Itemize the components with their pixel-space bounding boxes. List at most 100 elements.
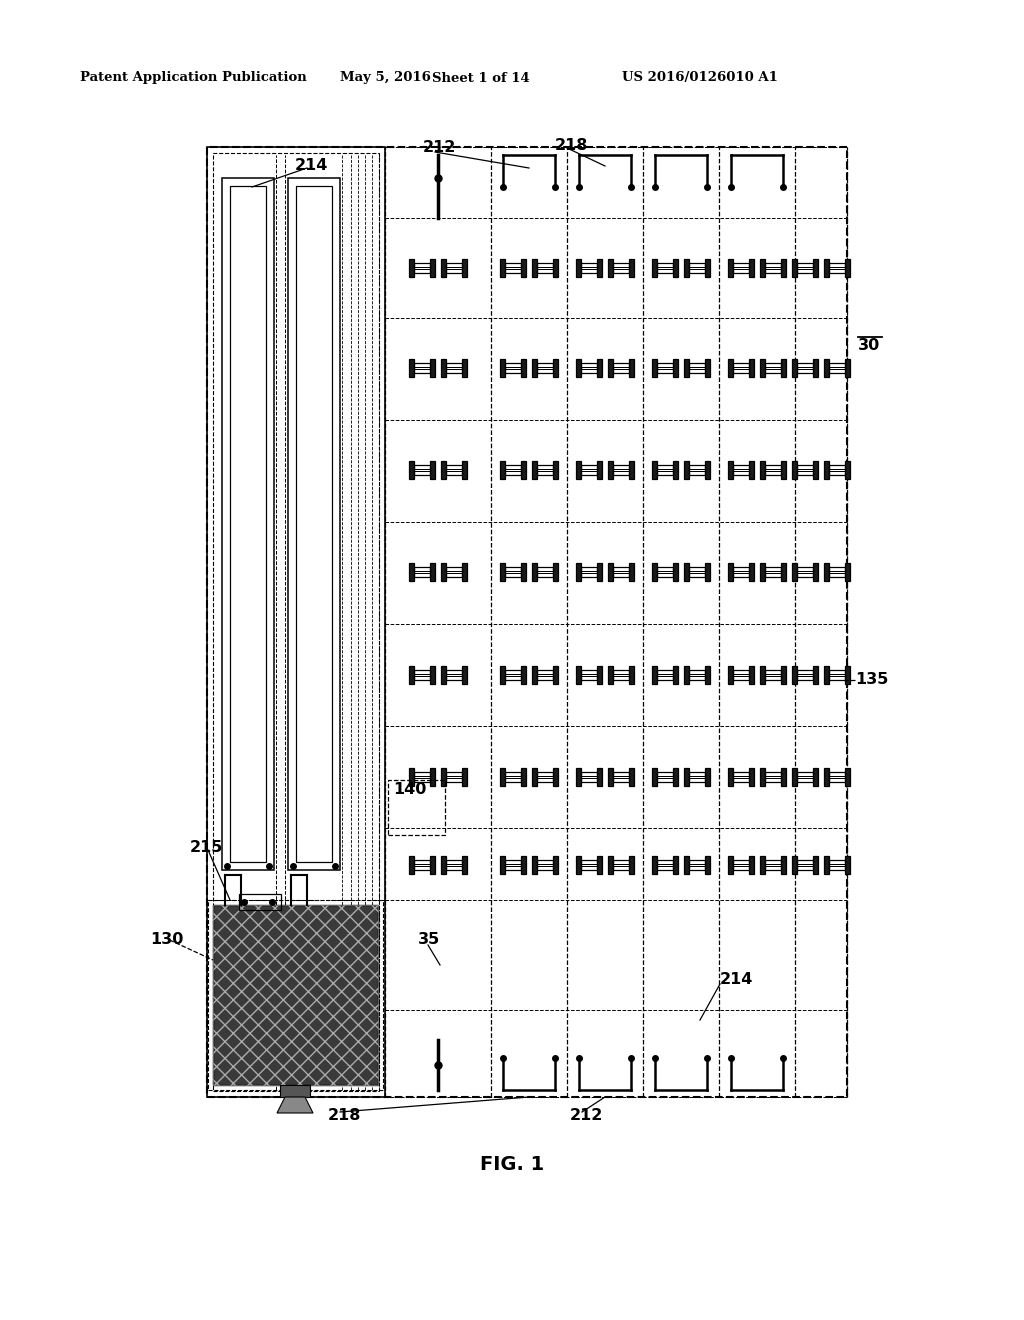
Bar (829, 568, 845, 577)
Bar (750, 564, 754, 581)
Bar (430, 667, 435, 684)
Bar (673, 564, 678, 581)
Bar (733, 465, 749, 475)
Bar (750, 461, 754, 479)
Bar (538, 363, 553, 374)
Bar (500, 461, 505, 479)
Bar (597, 855, 602, 874)
Bar (781, 564, 786, 581)
Bar (414, 568, 430, 577)
Bar (684, 259, 689, 277)
Bar (706, 259, 710, 277)
Bar (792, 461, 797, 479)
Bar (446, 465, 462, 475)
Bar (462, 359, 467, 378)
Bar (760, 461, 765, 479)
Text: 130: 130 (150, 932, 183, 948)
Bar (500, 564, 505, 581)
Bar (505, 861, 521, 870)
Bar (657, 568, 673, 577)
Bar (706, 667, 710, 684)
Bar (521, 259, 526, 277)
Text: FIG. 1: FIG. 1 (480, 1155, 544, 1175)
Bar (781, 259, 786, 277)
Bar (441, 667, 445, 684)
Polygon shape (278, 1097, 313, 1113)
Bar (673, 855, 678, 874)
Bar (597, 564, 602, 581)
Bar (575, 855, 581, 874)
Bar (414, 363, 430, 374)
Bar (733, 772, 749, 781)
Text: 30: 30 (858, 338, 881, 352)
Bar (652, 359, 657, 378)
Bar (728, 667, 733, 684)
Bar (798, 772, 813, 781)
Bar (222, 178, 274, 870)
Bar (792, 259, 797, 277)
Bar (582, 671, 597, 680)
Bar (750, 359, 754, 378)
Bar (441, 461, 445, 479)
Bar (813, 259, 818, 277)
Bar (765, 772, 781, 781)
Bar (750, 667, 754, 684)
Bar (733, 568, 749, 577)
Bar (597, 768, 602, 785)
Bar (597, 359, 602, 378)
Bar (575, 667, 581, 684)
Bar (673, 667, 678, 684)
Bar (409, 259, 414, 277)
Bar (388, 780, 445, 836)
Bar (728, 259, 733, 277)
Bar (728, 768, 733, 785)
Bar (760, 768, 765, 785)
Bar (553, 855, 558, 874)
Bar (213, 153, 379, 1092)
Bar (532, 259, 537, 277)
Bar (280, 1085, 310, 1097)
Bar (414, 861, 430, 870)
Bar (792, 768, 797, 785)
Bar (781, 855, 786, 874)
Bar (414, 465, 430, 475)
Bar (409, 855, 414, 874)
Bar (798, 465, 813, 475)
Bar (728, 461, 733, 479)
Bar (446, 861, 462, 870)
Bar (813, 768, 818, 785)
Bar (582, 568, 597, 577)
Bar (792, 855, 797, 874)
Bar (613, 263, 629, 273)
Bar (500, 855, 505, 874)
Bar (608, 259, 613, 277)
Bar (629, 461, 634, 479)
Bar (446, 772, 462, 781)
Bar (409, 564, 414, 581)
Bar (673, 259, 678, 277)
Bar (792, 359, 797, 378)
Bar (608, 359, 613, 378)
Bar (798, 861, 813, 870)
Bar (706, 564, 710, 581)
Bar (532, 359, 537, 378)
Bar (441, 564, 445, 581)
Text: 140: 140 (393, 783, 426, 797)
Bar (538, 861, 553, 870)
Bar (760, 855, 765, 874)
Bar (553, 359, 558, 378)
Text: 35: 35 (418, 932, 440, 948)
Bar (629, 564, 634, 581)
Bar (505, 263, 521, 273)
Bar (582, 363, 597, 374)
Text: 218: 218 (555, 137, 589, 153)
Bar (813, 359, 818, 378)
Bar (430, 259, 435, 277)
Bar (462, 259, 467, 277)
Bar (824, 855, 829, 874)
Bar (521, 768, 526, 785)
Bar (845, 855, 850, 874)
Bar (706, 461, 710, 479)
Bar (733, 861, 749, 870)
Bar (733, 263, 749, 273)
